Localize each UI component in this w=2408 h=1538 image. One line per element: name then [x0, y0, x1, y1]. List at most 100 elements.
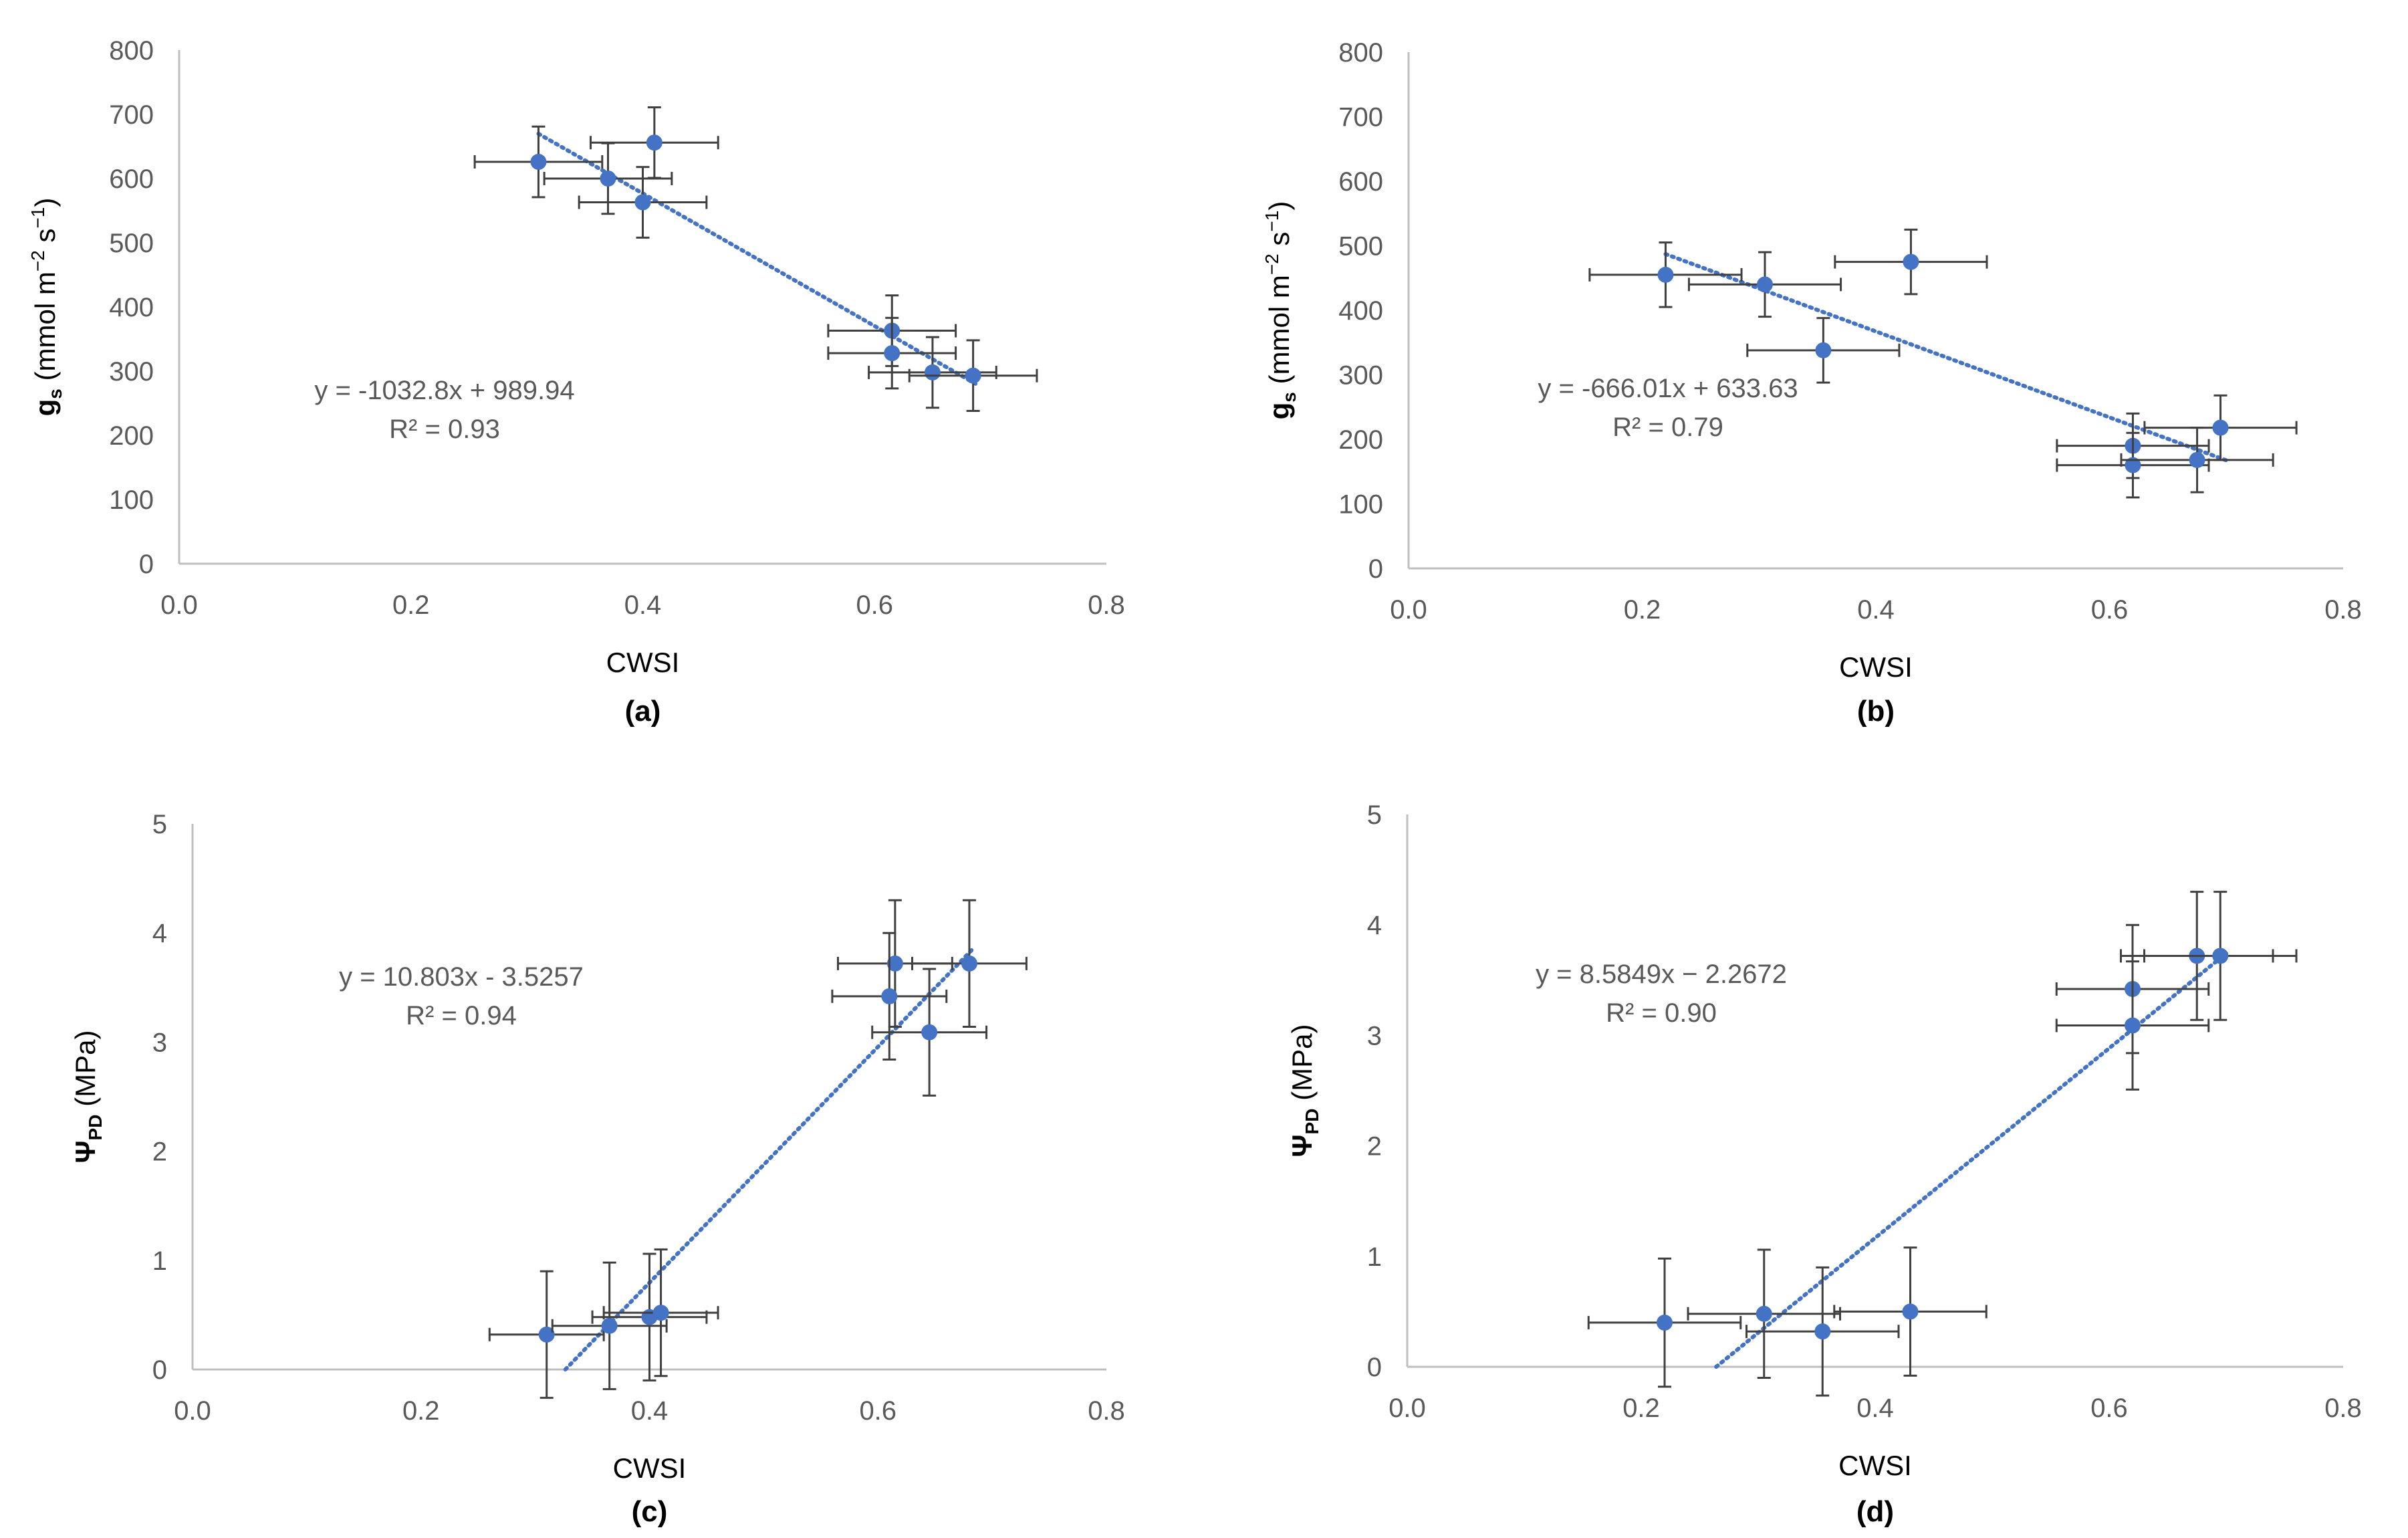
y-tick-label: 0 [139, 550, 154, 579]
data-marker [530, 154, 547, 171]
y-tick-label: 5 [1367, 800, 1382, 830]
data-marker [924, 364, 941, 380]
trendline-equation: y = 8.5849x − 2.2672 [1536, 960, 1787, 989]
x-tick-label: 0.6 [859, 1396, 896, 1426]
x-axis-label: CWSI [613, 1452, 687, 1484]
x-tick-label: 0.2 [1624, 595, 1661, 625]
data-point-1 [1587, 1257, 1742, 1388]
y-tick-label: 3 [152, 1028, 167, 1057]
data-marker [2212, 948, 2229, 964]
data-point-2 [1687, 251, 1842, 318]
data-point-4 [578, 166, 708, 239]
data-marker [1756, 1305, 1772, 1322]
chart-panel-3: 0 1 2 3 4 5 0.0 0.2 0.4 0.6 0.8 CWSI ΨPD (MPa) y = 10… [70, 810, 1125, 1528]
data-marker [1657, 1314, 1673, 1331]
data-marker [1756, 276, 1773, 293]
data-point-8 [911, 899, 1028, 1028]
data-point-7 [2120, 427, 2274, 493]
trendline-equation: y = -666.01x + 633.63 [1538, 374, 1798, 403]
data-point-7 [871, 968, 988, 1097]
data-point-4 [1833, 1246, 1988, 1377]
y-tick-label: 0 [152, 1355, 167, 1385]
x-tick-label: 0.6 [856, 590, 893, 620]
panel-label: (c) [632, 1495, 668, 1528]
data-point-4 [602, 1248, 719, 1378]
x-tick-label: 0.8 [2324, 1394, 2362, 1423]
chart-panel-1: 0 100 200 300 400 500 600 700 800 0.0 0.2 0.4 0.6 0.8… [27, 36, 1125, 728]
data-point-4 [1746, 317, 1901, 384]
x-tick-label: 0.0 [174, 1396, 211, 1426]
x-tick-label: 0.0 [160, 590, 198, 620]
data-marker [1903, 253, 1919, 270]
y-tick-label: 0 [1368, 554, 1383, 584]
data-point-6 [831, 931, 948, 1061]
trendline-equation: y = 10.803x - 3.5257 [339, 962, 584, 992]
data-marker [1657, 266, 1674, 283]
y-tick-label: 200 [109, 421, 154, 451]
data-marker [601, 1317, 618, 1334]
y-tick-label: 800 [1338, 38, 1383, 68]
x-axis-label: CWSI [1838, 1450, 1912, 1481]
data-point-2 [551, 1261, 668, 1390]
x-axis-label: CWSI [606, 647, 680, 678]
data-marker [1902, 1303, 1919, 1320]
r-squared-label: R² = 0.90 [1606, 998, 1717, 1028]
x-tick-label: 0.4 [1856, 1394, 1894, 1423]
y-tick-label: 1 [1367, 1242, 1382, 1272]
y-tick-label: 4 [1367, 911, 1382, 940]
data-marker [1815, 342, 1832, 358]
r-squared-label: R² = 0.79 [1612, 413, 1723, 442]
x-tick-label: 0.8 [1088, 1396, 1125, 1426]
r-squared-label: R² = 0.94 [406, 1001, 517, 1030]
data-marker [538, 1326, 555, 1343]
trendline [563, 947, 975, 1371]
y-axis-label: ΨPD (MPa) [1286, 1024, 1322, 1158]
y-tick-label: 5 [152, 810, 167, 839]
data-point-8 [2143, 394, 2298, 461]
r-squared-label: R² = 0.93 [389, 415, 500, 444]
panel-label: (a) [625, 695, 661, 728]
x-tick-label: 0.0 [1390, 595, 1427, 625]
chart-panel-2: 0 100 200 300 400 500 600 700 800 0.0 0.2 0.4 0.6 0.8… [1261, 38, 2362, 728]
y-axis-label: gs (mmol m−2 s−1) [27, 198, 66, 417]
y-tick-label: 100 [1338, 490, 1383, 520]
chart-panel-4: 0 1 2 3 4 5 0.0 0.2 0.4 0.6 0.8 CWSI ΨPD (MPa) y = 8.… [1286, 800, 2362, 1528]
data-point-6 [827, 316, 957, 390]
data-marker [646, 134, 663, 151]
data-marker [2125, 457, 2141, 473]
y-tick-label: 200 [1338, 425, 1383, 455]
trendline-equation: y = -1032.8x + 989.94 [314, 376, 574, 405]
data-point-1 [488, 1270, 605, 1399]
x-tick-label: 0.6 [2090, 1394, 2128, 1423]
y-tick-label: 100 [109, 485, 154, 515]
data-point-6 [2055, 960, 2210, 1091]
data-marker [2189, 451, 2205, 468]
data-marker [652, 1305, 669, 1321]
trendline [1714, 951, 2228, 1369]
y-tick-label: 4 [152, 919, 167, 948]
y-tick-label: 400 [109, 293, 154, 322]
y-tick-label: 700 [1338, 103, 1383, 132]
panel-label: (d) [1856, 1495, 1894, 1528]
data-marker [881, 988, 898, 1004]
x-tick-label: 0.8 [2324, 595, 2362, 625]
data-point-1 [1588, 241, 1743, 308]
y-tick-label: 500 [1338, 232, 1383, 261]
x-tick-label: 0.8 [1088, 590, 1125, 620]
data-point-1 [473, 125, 604, 199]
x-tick-label: 0.6 [2091, 595, 2129, 625]
data-point-3 [589, 106, 719, 179]
data-point-8 [908, 339, 1038, 413]
y-tick-label: 500 [109, 229, 154, 258]
data-marker [2212, 419, 2229, 436]
data-point-8 [2143, 891, 2298, 1021]
x-tick-label: 0.4 [624, 590, 662, 620]
panel-label: (b) [1857, 695, 1895, 728]
trendline [536, 132, 981, 388]
y-tick-label: 1 [152, 1246, 167, 1276]
data-point-6 [2056, 431, 2210, 499]
data-marker [1814, 1323, 1831, 1340]
y-tick-label: 300 [109, 357, 154, 387]
data-point-2 [1687, 1248, 1841, 1380]
y-tick-label: 300 [1338, 361, 1383, 391]
